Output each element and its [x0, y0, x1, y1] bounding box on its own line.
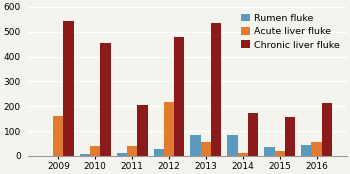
Bar	[127, 145, 137, 156]
Bar	[274, 151, 285, 156]
Bar	[227, 135, 238, 156]
Bar	[117, 153, 127, 156]
Bar	[248, 113, 258, 156]
Bar	[53, 116, 63, 156]
Bar	[137, 105, 148, 156]
Bar	[154, 149, 164, 156]
Bar	[80, 154, 90, 156]
Bar	[190, 135, 201, 156]
Bar	[322, 103, 332, 156]
Bar	[63, 21, 74, 156]
Bar	[174, 37, 184, 156]
Bar	[264, 147, 274, 156]
Bar	[201, 142, 211, 156]
Bar	[164, 102, 174, 156]
Bar	[301, 145, 312, 156]
Bar	[90, 145, 100, 156]
Bar	[100, 43, 111, 156]
Bar	[211, 23, 222, 156]
Bar	[238, 153, 248, 156]
Legend: Rumen fluke, Acute liver fluke, Chronic liver fluke: Rumen fluke, Acute liver fluke, Chronic …	[239, 12, 342, 52]
Bar	[312, 142, 322, 156]
Bar	[285, 117, 295, 156]
